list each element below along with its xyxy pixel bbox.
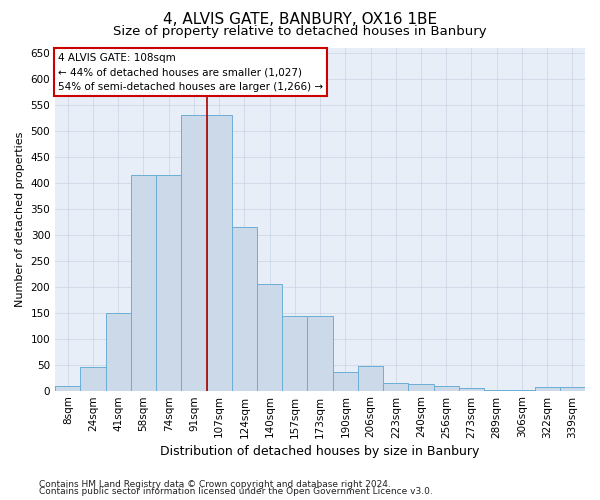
Bar	[307, 316, 332, 390]
Bar	[409, 384, 434, 390]
Bar	[106, 312, 131, 390]
Bar	[535, 387, 560, 390]
Bar	[131, 175, 156, 390]
Text: Contains HM Land Registry data © Crown copyright and database right 2024.: Contains HM Land Registry data © Crown c…	[39, 480, 391, 489]
Bar	[434, 386, 459, 390]
Text: 4 ALVIS GATE: 108sqm
← 44% of detached houses are smaller (1,027)
54% of semi-de: 4 ALVIS GATE: 108sqm ← 44% of detached h…	[58, 52, 323, 92]
Bar	[257, 284, 282, 391]
Bar	[181, 115, 206, 390]
X-axis label: Distribution of detached houses by size in Banbury: Distribution of detached houses by size …	[160, 444, 480, 458]
Bar	[358, 366, 383, 390]
Bar	[206, 115, 232, 390]
Bar	[332, 372, 358, 390]
Bar	[55, 386, 80, 390]
Bar	[383, 383, 409, 390]
Bar	[282, 316, 307, 390]
Text: 4, ALVIS GATE, BANBURY, OX16 1BE: 4, ALVIS GATE, BANBURY, OX16 1BE	[163, 12, 437, 28]
Y-axis label: Number of detached properties: Number of detached properties	[15, 132, 25, 306]
Bar	[232, 227, 257, 390]
Bar	[156, 175, 181, 390]
Text: Contains public sector information licensed under the Open Government Licence v3: Contains public sector information licen…	[39, 487, 433, 496]
Bar	[80, 367, 106, 390]
Text: Size of property relative to detached houses in Banbury: Size of property relative to detached ho…	[113, 25, 487, 38]
Bar	[459, 388, 484, 390]
Bar	[560, 387, 585, 390]
